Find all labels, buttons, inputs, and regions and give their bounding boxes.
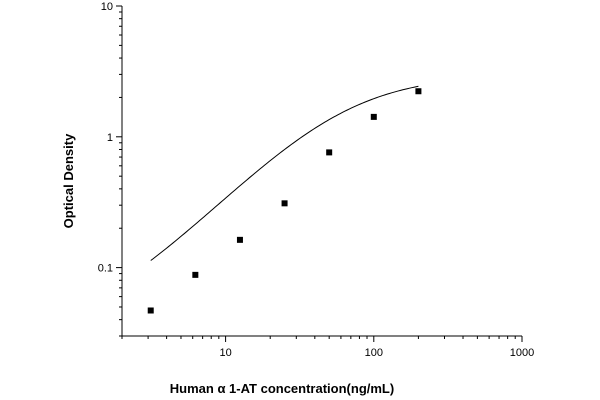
data-points — [147, 88, 422, 314]
x-tick-label: 100 — [365, 347, 383, 359]
y-axis-title: Optical Density — [61, 133, 76, 228]
data-point — [236, 236, 243, 243]
x-tick-label: 1000 — [510, 347, 534, 359]
y-tick-label: 1 — [107, 132, 113, 144]
x-tick-label: 10 — [219, 347, 231, 359]
data-point — [326, 149, 333, 156]
x-axis-title: Human α 1-AT concentration(ng/mL) — [170, 381, 394, 396]
data-point — [281, 200, 288, 207]
data-point — [370, 113, 377, 120]
data-point — [192, 271, 199, 278]
fit-curve — [150, 85, 419, 261]
data-point — [415, 88, 422, 95]
y-tick-label: 0.1 — [98, 263, 113, 275]
axes — [121, 6, 522, 337]
x-ticks: 10 100 1000 — [121, 336, 534, 359]
y-ticks: 0.1 1 10 — [98, 1, 122, 337]
y-tick-label: 10 — [101, 1, 113, 13]
data-point — [147, 307, 154, 314]
